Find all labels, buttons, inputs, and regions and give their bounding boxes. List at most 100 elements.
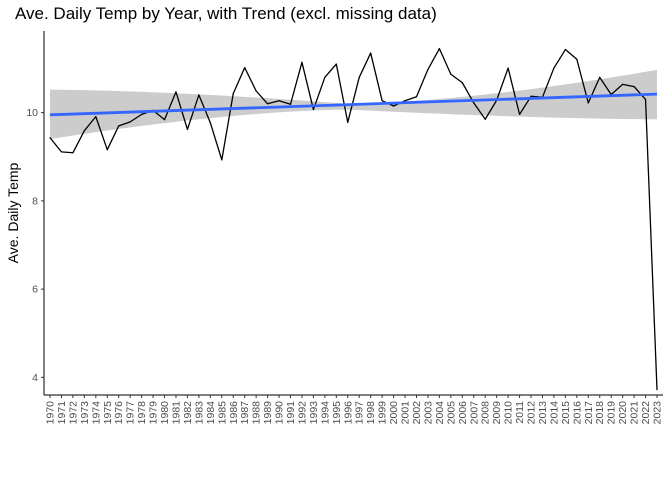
data-point-2000 — [392, 105, 395, 107]
data-point-1990 — [278, 100, 280, 102]
x-tick-label-1972: 1972 — [67, 401, 79, 425]
trend-layer — [49, 92, 658, 117]
data-point-1987 — [244, 67, 246, 69]
data-point-2016 — [576, 58, 578, 60]
data-point-2007 — [473, 102, 475, 104]
x-tick-label-2018: 2018 — [594, 401, 606, 425]
x-tick-label-2008: 2008 — [480, 401, 492, 425]
x-tick-label-1994: 1994 — [319, 401, 331, 425]
y-axis-title: Ave. Daily Temp — [5, 162, 21, 263]
x-tick-label-1997: 1997 — [354, 401, 366, 425]
data-point-2010 — [507, 67, 509, 69]
data-point-1993 — [312, 108, 315, 111]
x-tick-label-1980: 1980 — [159, 401, 171, 425]
x-tick-label-1974: 1974 — [90, 401, 102, 425]
x-tick-label-2011: 2011 — [514, 401, 526, 424]
data-point-1995 — [335, 63, 337, 65]
data-point-1999 — [381, 100, 383, 102]
x-tick-label-1989: 1989 — [262, 401, 274, 425]
x-tick-label-1970: 1970 — [45, 401, 57, 425]
x-tick-label-2013: 2013 — [537, 401, 549, 425]
x-tick-label-1993: 1993 — [308, 401, 320, 425]
x-tick-label-2005: 2005 — [445, 401, 457, 425]
x-tick-label-1996: 1996 — [342, 401, 354, 425]
data-point-1983 — [198, 94, 200, 96]
x-tick-label-1983: 1983 — [193, 401, 205, 425]
x-tick-label-2015: 2015 — [560, 401, 572, 425]
data-point-2014 — [553, 67, 555, 69]
x-tick-label-2010: 2010 — [503, 401, 515, 425]
data-point-1972 — [72, 152, 74, 154]
x-tick-label-1975: 1975 — [102, 401, 114, 425]
data-point-1984 — [209, 122, 211, 124]
x-tick-label-1973: 1973 — [79, 401, 91, 425]
x-tick-label-1981: 1981 — [170, 401, 182, 425]
x-tick-label-1995: 1995 — [331, 401, 343, 425]
x-tick-label-2000: 2000 — [388, 401, 400, 425]
data-point-1975 — [106, 149, 108, 151]
data-point-2018 — [599, 76, 601, 78]
data-point-1976 — [118, 125, 120, 127]
data-point-1974 — [95, 116, 97, 118]
x-tick-label-2023: 2023 — [652, 401, 664, 425]
data-point-2017 — [587, 102, 589, 104]
y-tick-label-10: 10 — [26, 107, 38, 119]
x-tick-label-2003: 2003 — [422, 401, 434, 425]
data-point-1978 — [141, 113, 143, 115]
data-point-2006 — [461, 82, 463, 84]
x-tick-label-2014: 2014 — [548, 401, 560, 425]
x-tick-label-2019: 2019 — [606, 401, 618, 425]
trend-line — [49, 92, 658, 117]
data-point-1998 — [370, 52, 372, 54]
x-tick-label-2001: 2001 — [400, 401, 412, 425]
data-point-2005 — [450, 73, 452, 75]
data-point-2020 — [622, 83, 624, 85]
data-point-1980 — [163, 119, 166, 121]
data-point-1985 — [221, 159, 223, 161]
x-tick-label-2004: 2004 — [434, 401, 446, 425]
x-tick-label-1985: 1985 — [216, 401, 228, 425]
data-point-1970 — [49, 137, 51, 139]
data-point-1986 — [232, 93, 234, 95]
data-point-1971 — [60, 151, 63, 153]
data-point-2022 — [644, 98, 647, 100]
data-point-1992 — [301, 61, 303, 63]
data-point-1991 — [289, 103, 292, 105]
data-point-1996 — [347, 121, 349, 123]
x-tick-label-2017: 2017 — [583, 401, 595, 425]
data-point-2004 — [438, 48, 440, 50]
data-point-2001 — [404, 100, 406, 102]
x-tick-label-1971: 1971 — [56, 401, 68, 425]
x-tick-label-1987: 1987 — [239, 401, 251, 425]
x-tick-label-1976: 1976 — [113, 401, 125, 425]
data-point-1982 — [186, 128, 189, 130]
x-tick-label-1977: 1977 — [125, 401, 137, 425]
data-point-2008 — [484, 118, 486, 120]
data-point-1977 — [129, 121, 131, 123]
x-tick-label-2012: 2012 — [526, 401, 538, 425]
chart-title: Ave. Daily Temp by Year, with Trend (exc… — [15, 4, 437, 23]
x-tick-label-1982: 1982 — [182, 401, 194, 425]
data-point-2015 — [564, 48, 566, 51]
x-tick-label-1979: 1979 — [148, 401, 160, 425]
data-point-1988 — [255, 90, 257, 92]
x-tick-label-2021: 2021 — [629, 401, 641, 425]
x-tick-label-1978: 1978 — [136, 401, 148, 425]
data-point-2003 — [427, 68, 429, 70]
data-point-1981 — [175, 91, 177, 93]
y-tick-label-6: 6 — [32, 284, 38, 296]
x-tick-label-1992: 1992 — [296, 401, 308, 425]
x-tick-label-1990: 1990 — [274, 401, 286, 425]
x-tick-label-1986: 1986 — [228, 401, 240, 425]
data-point-2012 — [530, 95, 532, 97]
x-tick-label-2016: 2016 — [571, 401, 583, 425]
x-tick-label-2007: 2007 — [468, 401, 480, 425]
data-point-2002 — [415, 96, 418, 98]
y-tick-label-8: 8 — [32, 195, 38, 207]
data-point-1989 — [267, 103, 269, 105]
data-point-2023 — [656, 389, 658, 391]
x-tick-label-1988: 1988 — [251, 401, 263, 425]
